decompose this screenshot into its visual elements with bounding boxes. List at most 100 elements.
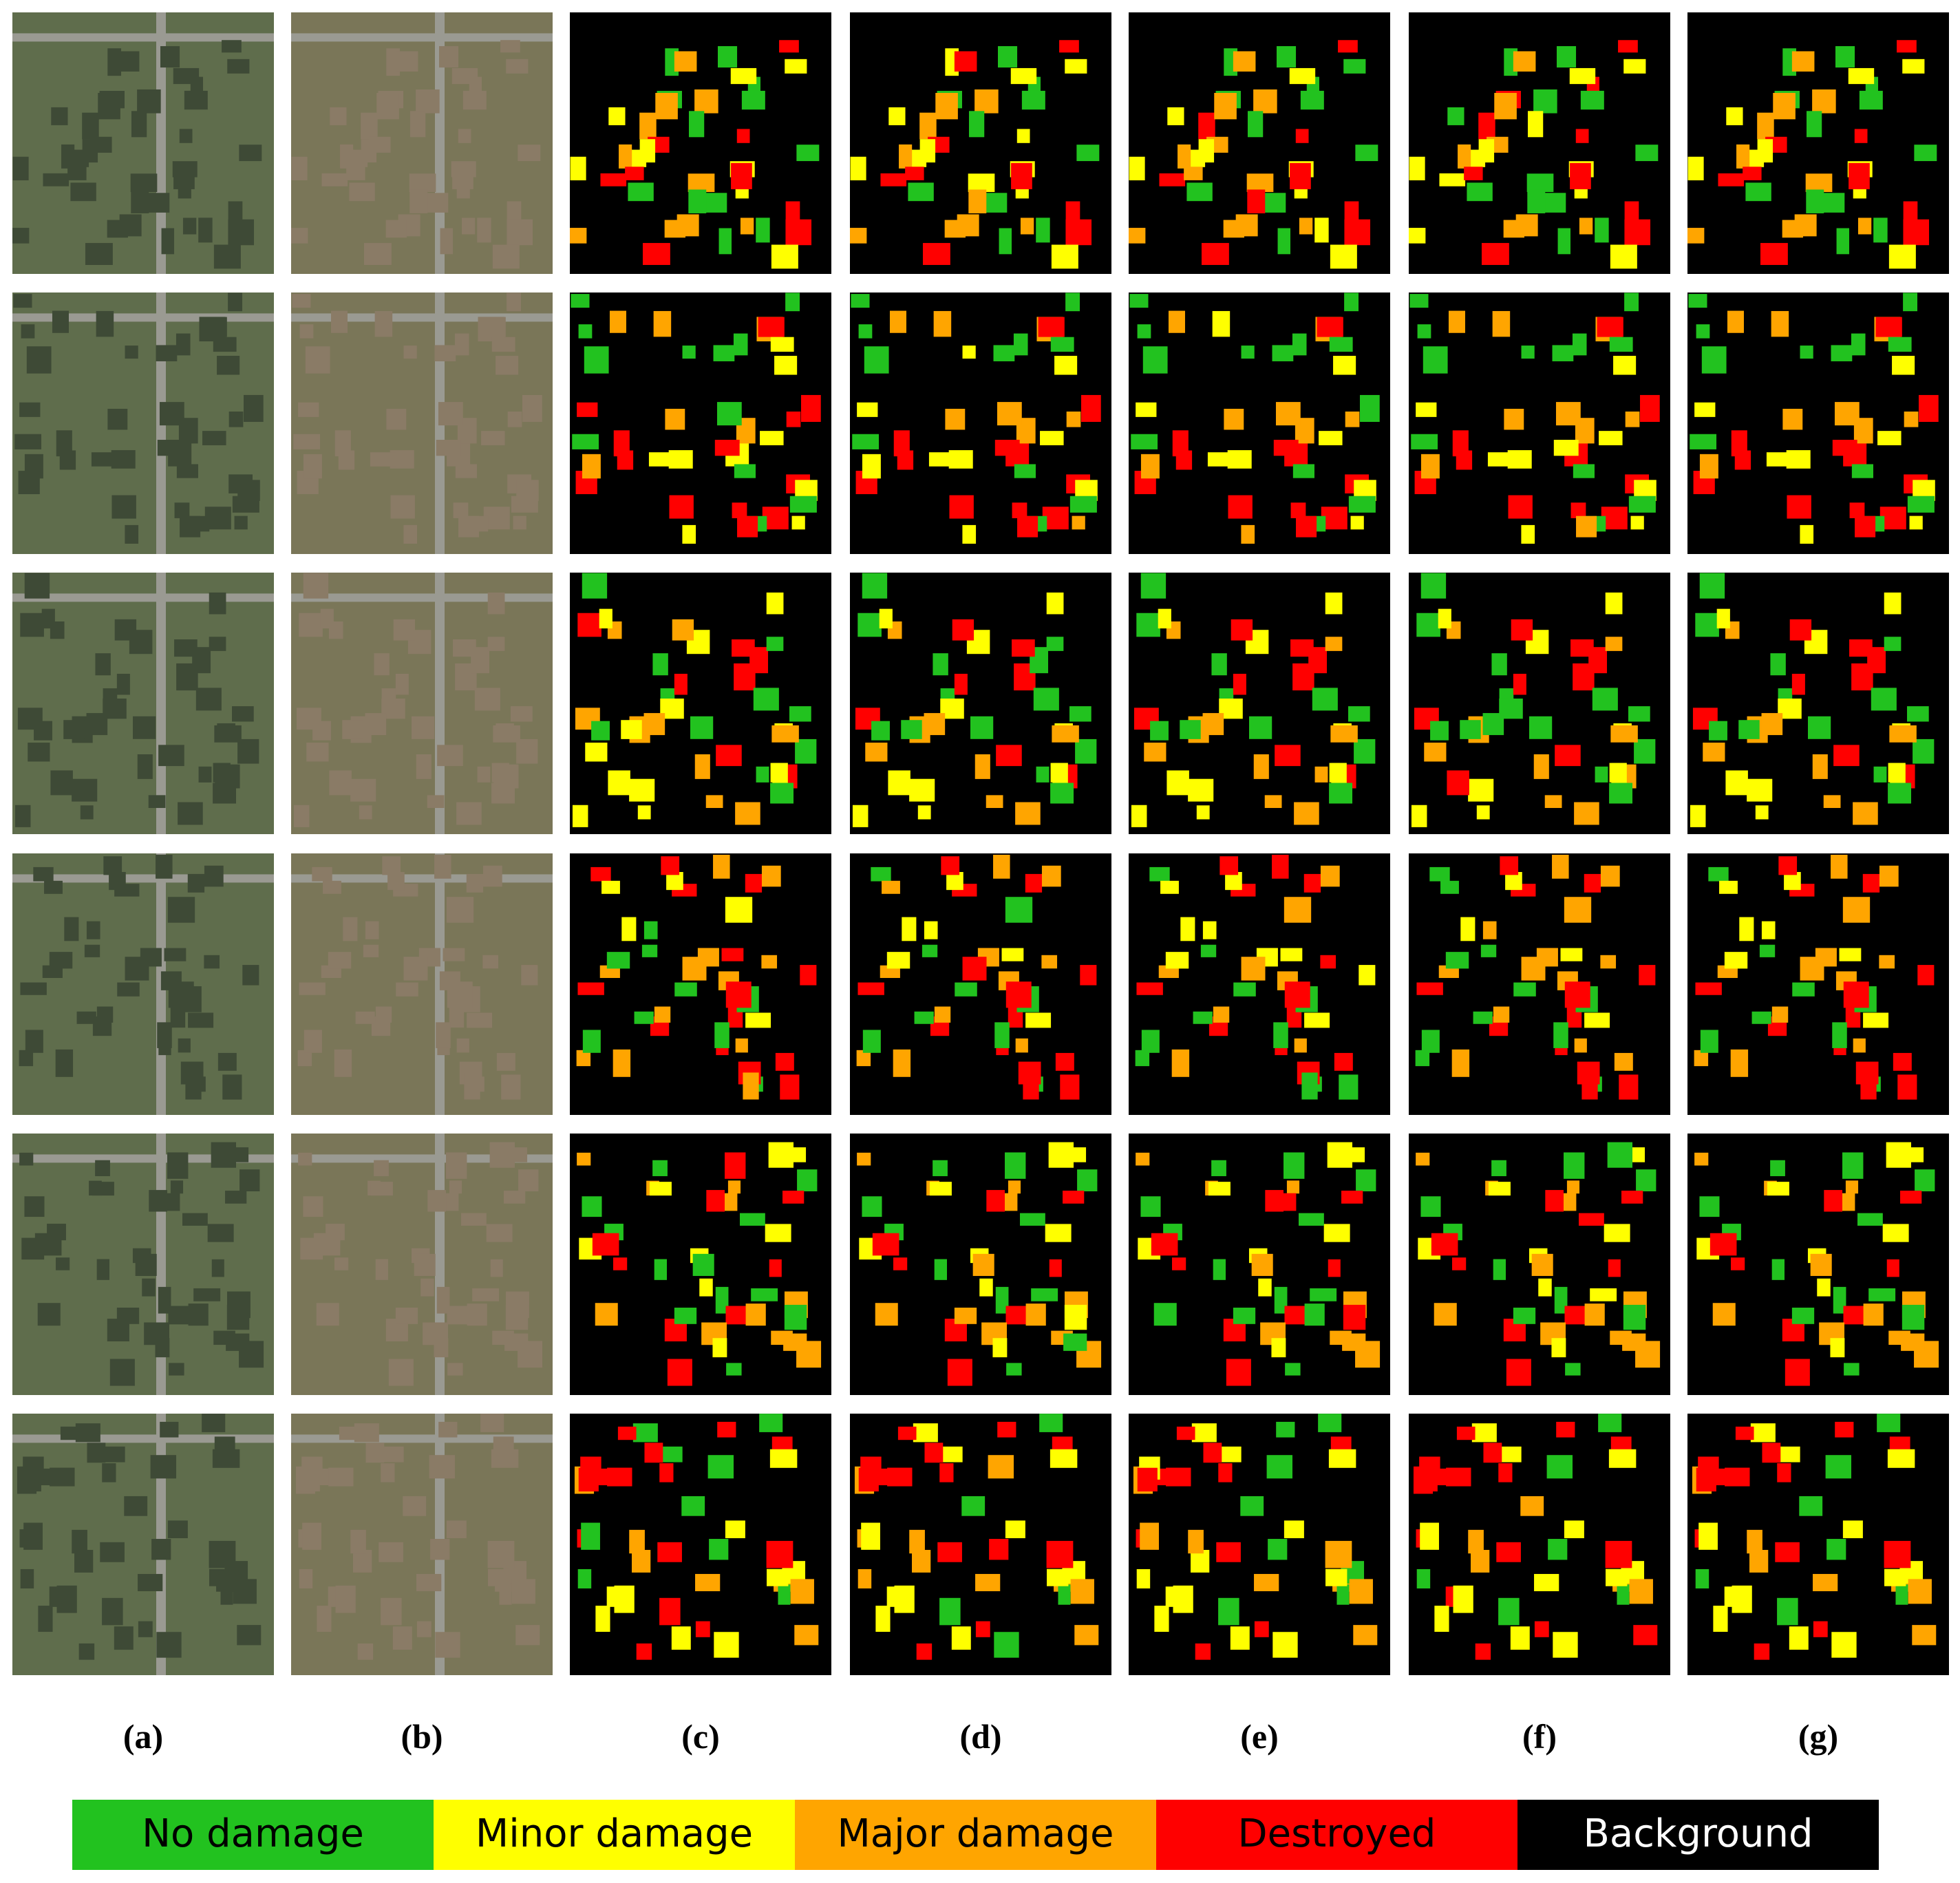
building xyxy=(1907,496,1935,513)
panel-image xyxy=(1409,1414,1670,1675)
roof xyxy=(350,778,376,802)
building xyxy=(1273,1022,1288,1048)
roof xyxy=(436,1286,450,1314)
roof xyxy=(204,955,220,969)
roof xyxy=(354,1423,379,1443)
building xyxy=(1695,982,1722,995)
building xyxy=(785,58,807,74)
building xyxy=(902,917,917,942)
building xyxy=(1493,1259,1506,1280)
building xyxy=(1015,802,1041,825)
building xyxy=(1897,1074,1917,1100)
building xyxy=(1246,173,1274,192)
panel-image xyxy=(850,292,1111,554)
building xyxy=(1528,716,1553,739)
roof xyxy=(213,337,237,352)
building xyxy=(1605,637,1623,651)
roof xyxy=(150,1455,177,1479)
roof xyxy=(330,107,347,125)
building xyxy=(1608,1259,1621,1277)
building xyxy=(629,778,655,802)
building xyxy=(1304,1304,1325,1326)
building xyxy=(1747,1529,1762,1554)
roof xyxy=(138,1573,163,1592)
building xyxy=(945,408,966,430)
roof xyxy=(511,1147,528,1162)
roof xyxy=(92,1182,114,1196)
roof xyxy=(13,294,32,308)
roof xyxy=(228,201,243,222)
building xyxy=(1731,430,1747,457)
building xyxy=(716,402,742,426)
building xyxy=(992,1338,1008,1358)
building xyxy=(1344,219,1371,246)
building xyxy=(1564,1520,1584,1538)
building xyxy=(1023,1072,1039,1100)
road xyxy=(156,573,166,834)
roof xyxy=(100,1542,125,1562)
building xyxy=(1233,982,1256,997)
roof xyxy=(209,1568,231,1586)
roof xyxy=(438,402,463,426)
roof xyxy=(21,1467,41,1492)
building xyxy=(1208,1182,1231,1196)
building xyxy=(1553,440,1579,456)
building xyxy=(1303,873,1321,893)
roof xyxy=(142,1278,156,1297)
roof xyxy=(148,795,166,808)
roof xyxy=(370,1182,393,1196)
building xyxy=(1877,431,1902,445)
building xyxy=(1708,866,1729,882)
building xyxy=(660,688,675,702)
building xyxy=(1699,1196,1720,1217)
building xyxy=(1805,173,1833,192)
building xyxy=(1907,706,1929,722)
building xyxy=(690,716,714,739)
roof xyxy=(232,496,259,513)
building xyxy=(1223,220,1244,238)
building xyxy=(582,1196,602,1217)
building xyxy=(1849,502,1865,518)
building xyxy=(649,1182,672,1196)
roof xyxy=(293,434,321,449)
building xyxy=(858,324,873,339)
panel-image xyxy=(1129,1414,1390,1675)
building xyxy=(1135,1050,1150,1067)
building xyxy=(775,1052,794,1071)
building xyxy=(1917,965,1935,986)
roof xyxy=(174,639,198,657)
building xyxy=(1614,1052,1633,1071)
building xyxy=(1052,725,1079,743)
building xyxy=(740,217,754,235)
roof xyxy=(513,515,526,530)
building xyxy=(922,944,938,957)
building xyxy=(1285,1363,1301,1376)
building xyxy=(912,1550,931,1573)
building xyxy=(1606,1568,1628,1586)
building xyxy=(1460,917,1476,942)
building xyxy=(735,802,760,825)
building xyxy=(1314,217,1329,243)
building xyxy=(1036,766,1050,783)
building xyxy=(1005,897,1033,923)
building xyxy=(1778,688,1793,702)
building xyxy=(1857,217,1872,235)
building xyxy=(1773,93,1796,120)
building xyxy=(1499,688,1514,702)
building xyxy=(682,524,696,544)
roof xyxy=(44,880,63,894)
building xyxy=(1066,411,1081,427)
building xyxy=(796,145,820,162)
building xyxy=(1757,112,1774,140)
panel-image xyxy=(1687,1414,1949,1675)
building xyxy=(1504,408,1524,430)
roof xyxy=(346,167,365,180)
building xyxy=(886,952,910,969)
roof xyxy=(409,111,426,138)
building xyxy=(1712,1303,1736,1326)
building xyxy=(718,46,738,68)
building xyxy=(1065,292,1080,312)
roof xyxy=(207,1224,234,1242)
building xyxy=(765,1224,791,1242)
roof xyxy=(179,129,193,143)
